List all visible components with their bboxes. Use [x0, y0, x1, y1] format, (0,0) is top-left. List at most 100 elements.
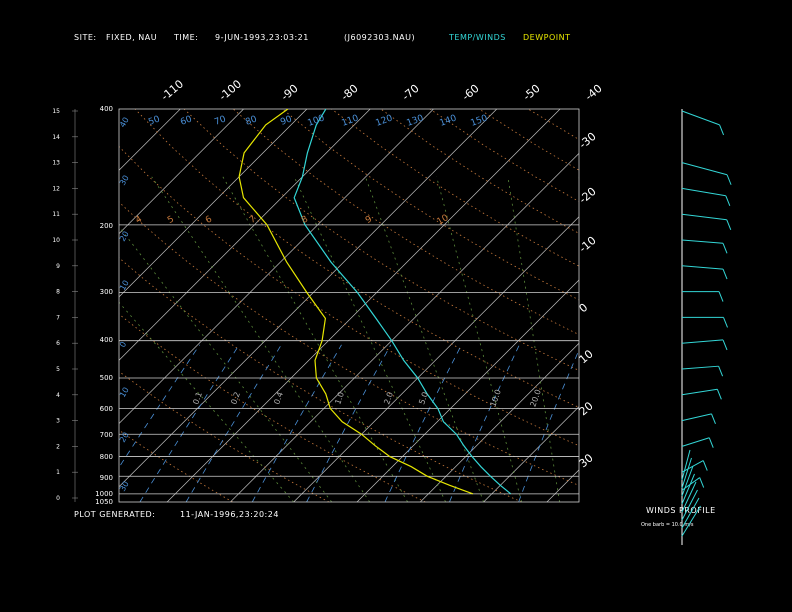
temperature-tick-label: -10 — [577, 234, 599, 256]
isotherm-line — [737, 109, 792, 502]
theta-label: 110 — [341, 113, 361, 128]
temperature-tick-label: -40 — [583, 82, 605, 104]
dry-adiabat-line — [119, 257, 522, 502]
isotherm-line — [119, 109, 498, 488]
wind-barb-staff — [681, 465, 694, 497]
wind-barb-staff — [681, 162, 728, 176]
dry-adiabat-line — [119, 429, 233, 502]
wind-barb-staff — [681, 505, 701, 537]
mixing-ratio-line — [306, 344, 392, 502]
temperature-profile-line — [293, 109, 512, 495]
height-tick-label: 1 — [56, 469, 60, 476]
theta-label: 90 — [279, 114, 293, 127]
theta-label: 70 — [213, 114, 227, 127]
file-id: (J6092303.NAU) — [344, 33, 416, 42]
wind-barb-flag — [708, 437, 714, 448]
height-tick-label: 13 — [52, 160, 60, 167]
dry-adiabat-line — [478, 109, 579, 171]
isotherm-line — [119, 109, 244, 235]
wind-barb-flag — [722, 243, 728, 254]
wind-barb-flag — [711, 413, 716, 425]
plot-frame — [118, 108, 580, 503]
theta-mid-label: 6 — [204, 214, 214, 226]
left-side-label: 20 — [118, 230, 131, 243]
pressure-tick-label: 400 — [100, 336, 113, 344]
isotherm-line — [483, 406, 579, 502]
height-tick-label: 0 — [56, 495, 60, 502]
temperature-tick-label: -60 — [460, 82, 482, 104]
wind-barb-flag — [718, 366, 724, 377]
temperature-tick-label: -90 — [279, 82, 301, 104]
height-tick-label: 15 — [52, 108, 60, 115]
theta-mid-label: 5 — [166, 215, 176, 227]
height-tick-label: 11 — [52, 211, 60, 218]
wind-barb-flag — [699, 477, 705, 488]
pressure-tick-label: 500 — [100, 374, 113, 382]
mixing-ratio-label: 5.0 — [417, 391, 430, 406]
legend-temp-winds: TEMP/WINDS — [449, 33, 506, 42]
mixing-ratio-line — [251, 344, 342, 502]
wind-barb-staff — [681, 339, 724, 344]
wind-barb-staff — [681, 239, 724, 244]
height-tick-label: 5 — [56, 366, 60, 373]
wind-barb-staff — [681, 213, 727, 221]
legend-dewpoint: DEWPOINT — [523, 33, 571, 42]
mixing-ratio-line — [384, 344, 462, 502]
pressure-tick-label: 400 — [100, 105, 113, 113]
height-tick-label: 4 — [56, 392, 60, 399]
dry-adiabat-line — [119, 146, 579, 447]
time-value: 9-JUN-1993,23:03:21 — [215, 33, 309, 42]
isotherm-line — [293, 216, 579, 502]
dry-adiabat-line — [331, 109, 579, 267]
isotherm-line — [420, 342, 579, 502]
temperature-tick-label: -50 — [521, 82, 543, 104]
wind-barb-staff — [681, 489, 698, 521]
dry-adiabat-line — [232, 109, 579, 336]
wind-barb-flag — [723, 317, 728, 328]
theta-label: 50 — [147, 114, 161, 127]
wind-barb-staff — [681, 413, 712, 422]
theta-label: 60 — [179, 114, 193, 127]
height-tick-label: 2 — [56, 443, 60, 450]
height-tick-label: 6 — [56, 340, 60, 347]
wind-barb-staff — [681, 365, 719, 370]
wind-barb-staff — [681, 265, 724, 270]
isotherm-line — [119, 109, 308, 298]
mixing-ratio-line — [139, 344, 240, 502]
site-value: FIXED, NAU — [106, 33, 158, 42]
mixing-ratio-label: 2.0 — [382, 391, 395, 406]
isotherm-line — [0, 109, 54, 502]
isotherm-line — [119, 109, 181, 171]
temperature-tick-label: 30 — [577, 451, 596, 470]
time-label: TIME: — [174, 33, 199, 42]
theta-label: 80 — [244, 114, 258, 127]
dewpoint-profile-line — [238, 109, 474, 495]
height-tick-label: 12 — [52, 185, 60, 192]
theta-label: 130 — [406, 113, 426, 128]
dry-adiabat-line — [119, 370, 330, 502]
isotherm-line — [119, 109, 371, 361]
pressure-tick-label: 700 — [100, 431, 113, 439]
dry-adiabat-line — [527, 109, 579, 141]
mixing-ratio-label: 0.2 — [229, 391, 242, 406]
temperature-tick-label: -100 — [217, 77, 244, 103]
wind-barb-flag — [722, 268, 728, 280]
left-side-label: 40 — [118, 116, 131, 129]
winds-profile-caption: One barb = 10.0 m/s — [641, 522, 694, 528]
plot-generated-label: PLOT GENERATED: — [74, 510, 156, 519]
left-side-label: 10 — [118, 279, 131, 292]
pressure-tick-label: 1050 — [95, 498, 113, 506]
site-label: SITE: — [74, 33, 97, 42]
moist-adiabat-line — [365, 176, 484, 502]
plot-generated-value: 11-JAN-1996,23:20:24 — [180, 510, 279, 519]
temperature-tick-label: -30 — [577, 130, 599, 152]
wind-barb-staff — [681, 481, 697, 513]
temperature-tick-label: 10 — [577, 347, 596, 366]
temperature-tick-label: -20 — [577, 185, 599, 207]
height-tick-label: 8 — [56, 289, 60, 296]
height-tick-label: 10 — [52, 237, 60, 244]
isotherm-line — [119, 109, 434, 424]
theta-label: 140 — [439, 113, 459, 128]
wind-barb-flag — [719, 124, 725, 136]
height-tick-label: 3 — [56, 418, 60, 425]
